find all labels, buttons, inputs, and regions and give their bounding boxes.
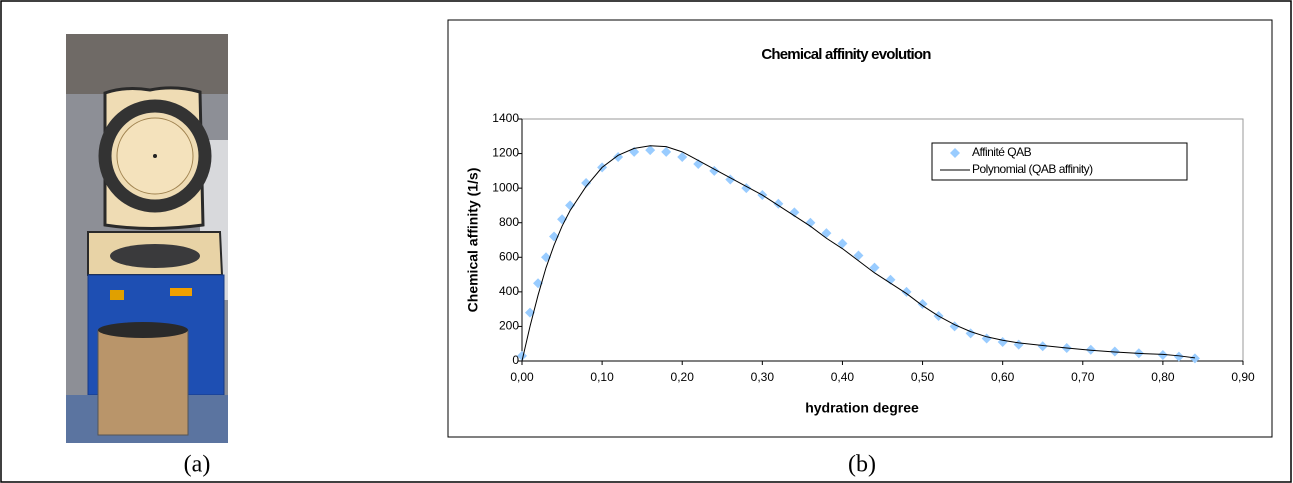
point (1109, 346, 1120, 357)
x-tick-label: 0,00 (510, 370, 534, 384)
x-axis-label: hydration degree (805, 400, 919, 416)
point (661, 146, 672, 157)
caption: (a) (184, 452, 211, 478)
point (821, 228, 832, 239)
legend-label: Polynomial (QAB affinity) (972, 162, 1093, 176)
point (789, 207, 800, 218)
point (1189, 353, 1200, 364)
point (885, 274, 896, 285)
photo (66, 34, 228, 443)
y-tick-label: 1200 (492, 146, 519, 160)
x-tick-label: 0,30 (751, 370, 775, 384)
point (565, 200, 576, 211)
point (677, 152, 688, 163)
point (869, 262, 880, 273)
legend-box (931, 142, 1188, 181)
point (645, 145, 656, 156)
y-axis-label: Chemical affinity (1/s) (465, 168, 481, 313)
point (805, 217, 816, 228)
y-tick-label: 0 (512, 353, 519, 367)
caption: (b) (848, 452, 876, 478)
x-tick-label: 0,10 (590, 370, 614, 384)
point (917, 298, 928, 309)
x-tick-label: 0,20 (671, 370, 695, 384)
line (521, 145, 1195, 362)
point (773, 198, 784, 209)
x-tick-label: 0,70 (1071, 370, 1095, 384)
point (709, 165, 720, 176)
y-tick-label: 400 (499, 284, 519, 298)
y-tick-label: 600 (499, 249, 519, 263)
point (1037, 341, 1048, 352)
point (853, 250, 864, 261)
point (741, 183, 752, 194)
point (837, 238, 848, 249)
point (1085, 344, 1096, 355)
x-tick-label: 0,40 (831, 370, 855, 384)
point (949, 321, 960, 332)
point (581, 177, 592, 188)
legend-marker (950, 148, 960, 158)
chart-frame (447, 19, 1273, 438)
point (725, 174, 736, 185)
y-tick-label: 800 (499, 215, 519, 229)
x-tick-label: 0,60 (991, 370, 1015, 384)
x-tick-label: 0,90 (1231, 370, 1255, 384)
point (1157, 349, 1168, 360)
chart-title: Chemical affinity evolution (761, 46, 931, 63)
point (517, 350, 527, 361)
y-tick-label: 1400 (492, 111, 519, 125)
point (1173, 351, 1184, 362)
legend-label: Affinité QAB (972, 145, 1032, 159)
y-tick-label: 1000 (492, 180, 519, 194)
x-tick-label: 0,80 (1151, 370, 1175, 384)
y-tick-label: 200 (499, 319, 519, 333)
x-tick-label: 0,50 (911, 370, 935, 384)
point (901, 286, 912, 297)
